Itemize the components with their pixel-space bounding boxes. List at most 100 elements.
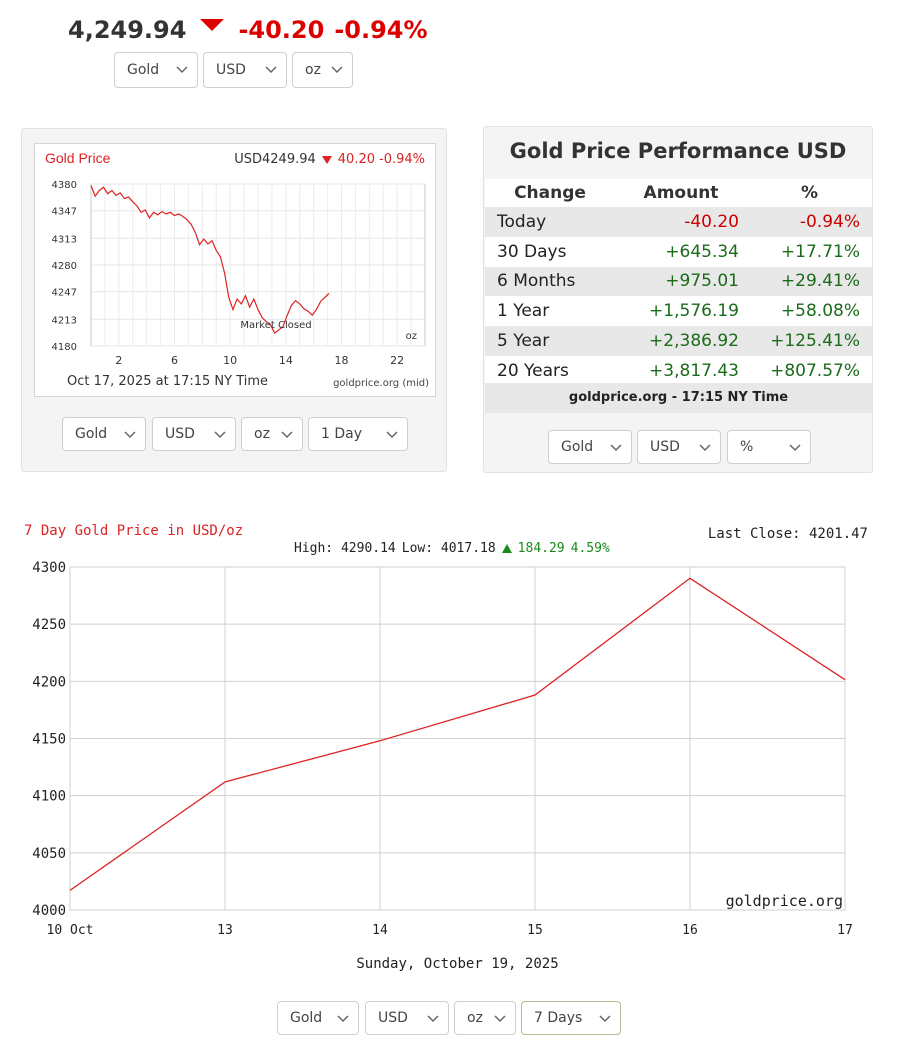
amount-cell: +2,386.92 xyxy=(615,326,747,356)
down-arrow-icon xyxy=(321,155,332,164)
chevron-down-icon xyxy=(337,1015,349,1023)
unit-select-value: oz xyxy=(305,62,321,78)
chevron-down-icon xyxy=(124,431,136,439)
period-cell: 20 Years xyxy=(485,355,615,386)
weekly-high: High: 4290.14 xyxy=(294,541,396,556)
weekly-low: Low: 4017.18 xyxy=(401,541,496,556)
weekly-chart-title: 7 Day Gold Price in USD/oz xyxy=(24,523,244,539)
table-row: 5 Year +2,386.92 +125.41% xyxy=(485,326,872,356)
performance-footer: goldprice.org - 17:15 NY Time xyxy=(485,383,872,413)
intraday-currency-select[interactable]: USD xyxy=(152,417,236,451)
intraday-source: goldprice.org (mid) xyxy=(333,378,429,389)
weekly-currency-select[interactable]: USD xyxy=(365,1001,449,1035)
x-tick-label: 6 xyxy=(171,354,178,367)
price-change: -40.20 xyxy=(238,16,325,44)
percent-cell: -0.94% xyxy=(747,207,872,237)
period-cell: 5 Year xyxy=(485,326,615,356)
y-tick-label: 4180 xyxy=(52,342,77,353)
weekly-chart-date: Sunday, October 19, 2025 xyxy=(356,956,559,972)
x-tick-label: 22 xyxy=(390,354,404,367)
intraday-unit-value: oz xyxy=(254,426,270,442)
unit-select[interactable]: oz xyxy=(292,52,353,88)
chevron-down-icon xyxy=(494,1015,506,1023)
weekly-plot: 4300 4250 4200 4150 4100 4050 4000 10 Oct 13 14 15… xyxy=(32,560,853,938)
amount-cell: +645.34 xyxy=(615,236,747,267)
price-change-percent: -0.94% xyxy=(334,16,428,44)
currency-select[interactable]: USD xyxy=(203,52,287,88)
chevron-down-icon xyxy=(610,444,622,452)
intraday-plot: 4380 4347 4313 4280 4247 4213 4180 2 6 10 14 18 22 Ma… xyxy=(52,180,426,367)
performance-currency-select[interactable]: USD xyxy=(637,430,721,464)
intraday-period-select[interactable]: 1 Day xyxy=(308,417,408,451)
intraday-currency-value: USD xyxy=(165,426,195,442)
intraday-timestamp: Oct 17, 2025 at 17:15 NY Time xyxy=(67,374,269,389)
weekly-unit-select[interactable]: oz xyxy=(454,1001,516,1035)
percent-cell: +58.08% xyxy=(747,296,872,327)
performance-mode-select[interactable]: % xyxy=(727,430,811,464)
intraday-quote-change: 40.20 xyxy=(337,152,375,167)
chevron-down-icon xyxy=(331,66,343,74)
chevron-down-icon xyxy=(265,66,277,74)
percent-cell: +807.57% xyxy=(747,355,872,386)
intraday-metal-select[interactable]: Gold xyxy=(62,417,146,451)
chevron-down-icon xyxy=(214,431,226,439)
x-tick-label: 18 xyxy=(335,354,349,367)
x-tick-label: 10 xyxy=(223,354,237,367)
chevron-down-icon xyxy=(699,444,711,452)
weekly-unit-value: oz xyxy=(467,1010,483,1026)
intraday-chart: Gold Price USD4249.94 40.20 -0.94% 4380 4… xyxy=(34,143,436,397)
weekly-period-select[interactable]: 7 Days xyxy=(521,1001,621,1035)
performance-panel: Gold Price Performance USD Change Amount… xyxy=(483,126,873,473)
amount-cell: +1,576.19 xyxy=(615,296,747,327)
x-tick-label: 2 xyxy=(115,354,122,367)
intraday-chart-panel: Gold Price USD4249.94 40.20 -0.94% 4380 4… xyxy=(21,128,447,472)
x-tick-label: 14 xyxy=(372,923,388,938)
period-cell: Today xyxy=(485,207,615,237)
table-row: Today -40.20 -0.94% xyxy=(485,207,872,237)
x-tick-label: 14 xyxy=(279,354,293,367)
column-header-percent: % xyxy=(747,179,872,207)
weekly-change: 184.29 xyxy=(517,541,565,556)
y-tick-label: 4250 xyxy=(32,617,66,633)
metal-select-value: Gold xyxy=(127,62,160,78)
spot-price: 4,249.94 xyxy=(68,16,187,44)
intraday-price-line xyxy=(90,185,330,334)
percent-cell: +17.71% xyxy=(747,236,872,267)
amount-cell: +975.01 xyxy=(615,266,747,297)
chevron-down-icon xyxy=(386,431,398,439)
table-row: 20 Years +3,817.43 +807.57% xyxy=(485,355,872,386)
period-cell: 1 Year xyxy=(485,296,615,327)
x-tick-label: 16 xyxy=(682,923,698,938)
period-cell: 6 Months xyxy=(485,266,615,297)
y-tick-label: 4300 xyxy=(32,560,66,576)
weekly-metal-value: Gold xyxy=(290,1010,323,1026)
chart-watermark: goldprice.org xyxy=(726,892,843,910)
percent-cell: +125.41% xyxy=(747,326,872,356)
chevron-down-icon xyxy=(789,444,801,452)
y-tick-label: 4100 xyxy=(32,789,66,805)
y-tick-label: 4347 xyxy=(52,207,77,218)
column-header-amount: Amount xyxy=(615,179,747,207)
intraday-unit-select[interactable]: oz xyxy=(241,417,303,451)
y-tick-label: 4213 xyxy=(52,315,77,326)
up-arrow-icon xyxy=(501,544,512,553)
intraday-quote-percent: -0.94% xyxy=(379,152,425,167)
weekly-metal-select[interactable]: Gold xyxy=(277,1001,359,1035)
currency-select-value: USD xyxy=(216,62,246,78)
intraday-metal-value: Gold xyxy=(75,426,108,442)
table-row: 1 Year +1,576.19 +58.08% xyxy=(485,296,872,327)
chevron-down-icon xyxy=(176,66,188,74)
y-tick-label: 4050 xyxy=(32,846,66,862)
chevron-down-icon xyxy=(281,431,293,439)
x-tick-label: 13 xyxy=(217,923,233,938)
metal-select[interactable]: Gold xyxy=(114,52,198,88)
y-tick-label: 4000 xyxy=(32,903,66,919)
weekly-currency-value: USD xyxy=(378,1010,408,1026)
y-tick-label: 4200 xyxy=(32,674,66,690)
y-tick-label: 4380 xyxy=(52,180,77,191)
x-tick-label: 15 xyxy=(527,923,543,938)
unit-label: oz xyxy=(406,331,417,342)
y-tick-label: 4280 xyxy=(52,261,77,272)
performance-metal-select[interactable]: Gold xyxy=(548,430,632,464)
x-tick-label: 17 xyxy=(837,923,853,938)
